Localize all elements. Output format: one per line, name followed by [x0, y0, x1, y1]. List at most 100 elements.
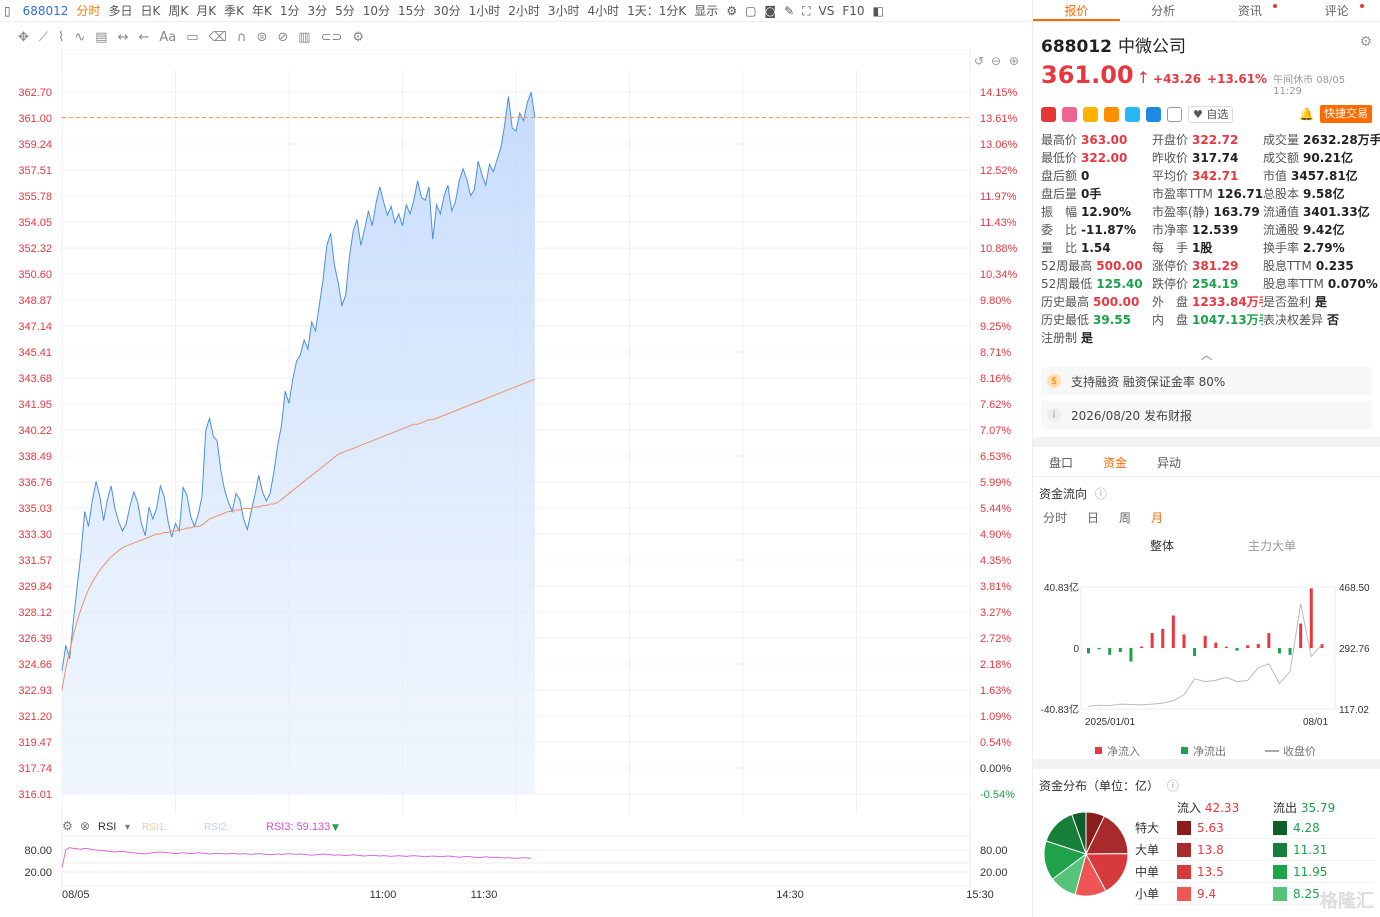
f10-button[interactable]: F10 [842, 3, 865, 18]
rsi-tick-right: 20.00 [980, 867, 1008, 879]
flow-r-label: 292.76 [1339, 644, 1370, 655]
star-market-icon[interactable] [1104, 106, 1119, 122]
current-price-box [2, 110, 54, 126]
period-tab-14[interactable]: 2小时 [508, 3, 540, 18]
panel-tab-2[interactable]: 资讯 [1207, 0, 1294, 21]
rsi-label[interactable]: RSI [98, 821, 116, 833]
price-tick: 321.20 [18, 711, 52, 723]
add-watchlist-button[interactable]: ♥ 自选 [1188, 105, 1234, 123]
period-tab-6[interactable]: 年K [251, 3, 272, 18]
tag-icon[interactable] [1146, 106, 1161, 122]
period-tab-2[interactable]: 日K [140, 3, 161, 18]
link-icon[interactable]: ⊂⊃ [320, 29, 343, 45]
sub-tab-2[interactable]: 异动 [1157, 456, 1182, 470]
period-tab-10[interactable]: 10分 [362, 3, 391, 18]
flow-period-1[interactable]: 日 [1087, 511, 1100, 525]
period-tab-7[interactable]: 1分 [279, 3, 300, 18]
bell-icon[interactable]: 🔔 [1299, 107, 1314, 121]
quote-label: 市盈率(静) [1152, 205, 1210, 219]
period-tab-11[interactable]: 15分 [398, 3, 426, 18]
interval-select[interactable]: 1天：1分K [627, 3, 687, 18]
pen-icon[interactable]: ✎ [784, 3, 795, 18]
layout-icon[interactable]: ▯ [4, 3, 11, 18]
period-tab-3[interactable]: 周K [168, 3, 189, 18]
tool-settings-icon[interactable]: ⚙ [352, 29, 365, 45]
connect-icon[interactable] [1125, 106, 1140, 122]
running-icon[interactable] [1062, 106, 1077, 122]
zoom-out-icon[interactable]: ⊖ [991, 54, 1001, 68]
flow-mode-0[interactable]: 整体 [1149, 539, 1174, 553]
trash-icon[interactable]: ▥ [298, 29, 311, 45]
rsi-settings-icon[interactable]: ⚙ [62, 819, 73, 833]
display-select[interactable]: 显示 [694, 3, 719, 18]
drawing-toolbar: ✥ ⟋ ⌇ ∿ ▤ ↔ ← Aa ▭ ⌫ ∩ ⊜ ⊘ ▥ ⊂⊃ ⚙ [0, 24, 1030, 50]
flow-period-0[interactable]: 分时 [1043, 511, 1068, 525]
legend-label: 收盘价 [1283, 744, 1316, 758]
period-tab-5[interactable]: 季K [224, 3, 244, 18]
dist-info-icon[interactable]: ⓘ [1166, 779, 1179, 793]
bookmark-icon[interactable] [1167, 106, 1182, 122]
rsi-close-icon[interactable]: ⊗ [80, 819, 90, 833]
line-tool-icon[interactable]: ⟋ [38, 29, 49, 45]
sub-tab-0[interactable]: 盘口 [1049, 456, 1074, 470]
period-tab-9[interactable]: 5分 [335, 3, 355, 18]
flow-period-2[interactable]: 周 [1119, 511, 1132, 525]
lock-icon[interactable]: ⊜ [256, 29, 268, 45]
zoom-in-icon[interactable]: ⊕ [1009, 54, 1019, 68]
panel-tab-1[interactable]: 分析 [1151, 4, 1176, 18]
quote-label: 振 幅 [1041, 205, 1078, 219]
hide-icon[interactable]: ⊘ [277, 29, 289, 45]
flow-info-icon[interactable]: ⓘ [1094, 487, 1107, 501]
panel-tab-3[interactable]: 评论 [1293, 0, 1380, 21]
price-tick: 354.05 [18, 217, 52, 229]
margin-notice[interactable]: $ 支持融资 融资保证金率 80% [1041, 367, 1372, 395]
collapse-chevron-icon[interactable]: ︿ [1200, 348, 1213, 362]
period-tab-8[interactable]: 3分 [307, 3, 328, 18]
fib-tool-icon[interactable]: ▤ [95, 29, 108, 45]
eraser-icon[interactable]: ⌫ [208, 29, 227, 45]
vs-button[interactable]: VS [818, 3, 835, 18]
china-flag-icon[interactable] [1041, 106, 1056, 122]
polyline-tool-icon[interactable]: ⌇ [58, 29, 65, 45]
quote-grid: 最高价 363.00 开盘价 322.72 成交量 2632.28万手 最低价 322.00 昨… [1033, 123, 1380, 347]
panel-toggle-icon[interactable]: ◧ [872, 3, 884, 18]
magnet-icon[interactable]: ∩ [236, 29, 247, 45]
measure-tool-icon[interactable]: ↔ [117, 29, 129, 45]
panel-settings-icon[interactable]: ⚙ [1359, 34, 1372, 50]
period-tab-13[interactable]: 1小时 [468, 3, 501, 18]
wave-tool-icon[interactable]: ∿ [74, 29, 86, 45]
stock-code[interactable]: 688012 [22, 3, 69, 18]
flow-bar [1267, 633, 1271, 648]
panel-tab-0[interactable]: 报价 [1033, 0, 1120, 21]
period-tab-1[interactable]: 多日 [108, 3, 133, 18]
intraday-chart[interactable]: 362.70 361.00 359.24 357.51 355.78 354.05 352.… [0, 50, 1030, 917]
period-tab-15[interactable]: 3小时 [547, 3, 580, 18]
settings-icon[interactable]: ⚙ [726, 3, 738, 18]
quick-trade-button[interactable]: 快捷交易 [1320, 105, 1372, 123]
rsi-tick: 20.00 [24, 867, 52, 879]
margin-icon[interactable] [1083, 106, 1098, 122]
period-tab-12[interactable]: 30分 [433, 3, 461, 18]
text-tool[interactable]: Aa [159, 29, 177, 45]
reset-icon[interactable]: ↺ [974, 54, 984, 68]
move-icon[interactable]: ✥ [18, 29, 29, 45]
camera-icon[interactable]: ◙ [764, 3, 777, 18]
period-tab-16[interactable]: 4小时 [587, 3, 620, 18]
price-row: 361.00 ↑ +43.26 +13.61% 午间休市 08/05 11:29 [1041, 61, 1372, 97]
crop-icon[interactable]: ▢ [745, 3, 757, 18]
rsi-dropdown-icon[interactable]: ▾ [125, 822, 130, 833]
sub-tab-1[interactable]: 资金 [1103, 456, 1128, 470]
quote-cell: 成交量 2632.28万手 [1263, 131, 1380, 149]
flow-mode-1[interactable]: 主力大单 [1247, 539, 1296, 553]
quote-cell: 最高价 363.00 [1041, 131, 1152, 149]
flow-period-3[interactable]: 月 [1151, 511, 1164, 525]
comment-tool-icon[interactable]: ▭ [186, 29, 199, 45]
fullscreen-icon[interactable]: ⛶ [802, 3, 811, 18]
period-tab-0[interactable]: 分时 [76, 3, 101, 18]
period-tab-4[interactable]: 月K [196, 3, 217, 18]
flow-chart[interactable]: 40.83亿 468.50 0 292.76 -40.83亿 117.02 2025/01/… [1033, 559, 1380, 759]
quote-value: 163.79 [1213, 205, 1260, 219]
stock-code-label: 688012 [1041, 37, 1112, 57]
report-notice[interactable]: i 2026/08/20 发布财报 [1041, 401, 1372, 429]
arrow-tool-icon[interactable]: ← [138, 29, 150, 45]
